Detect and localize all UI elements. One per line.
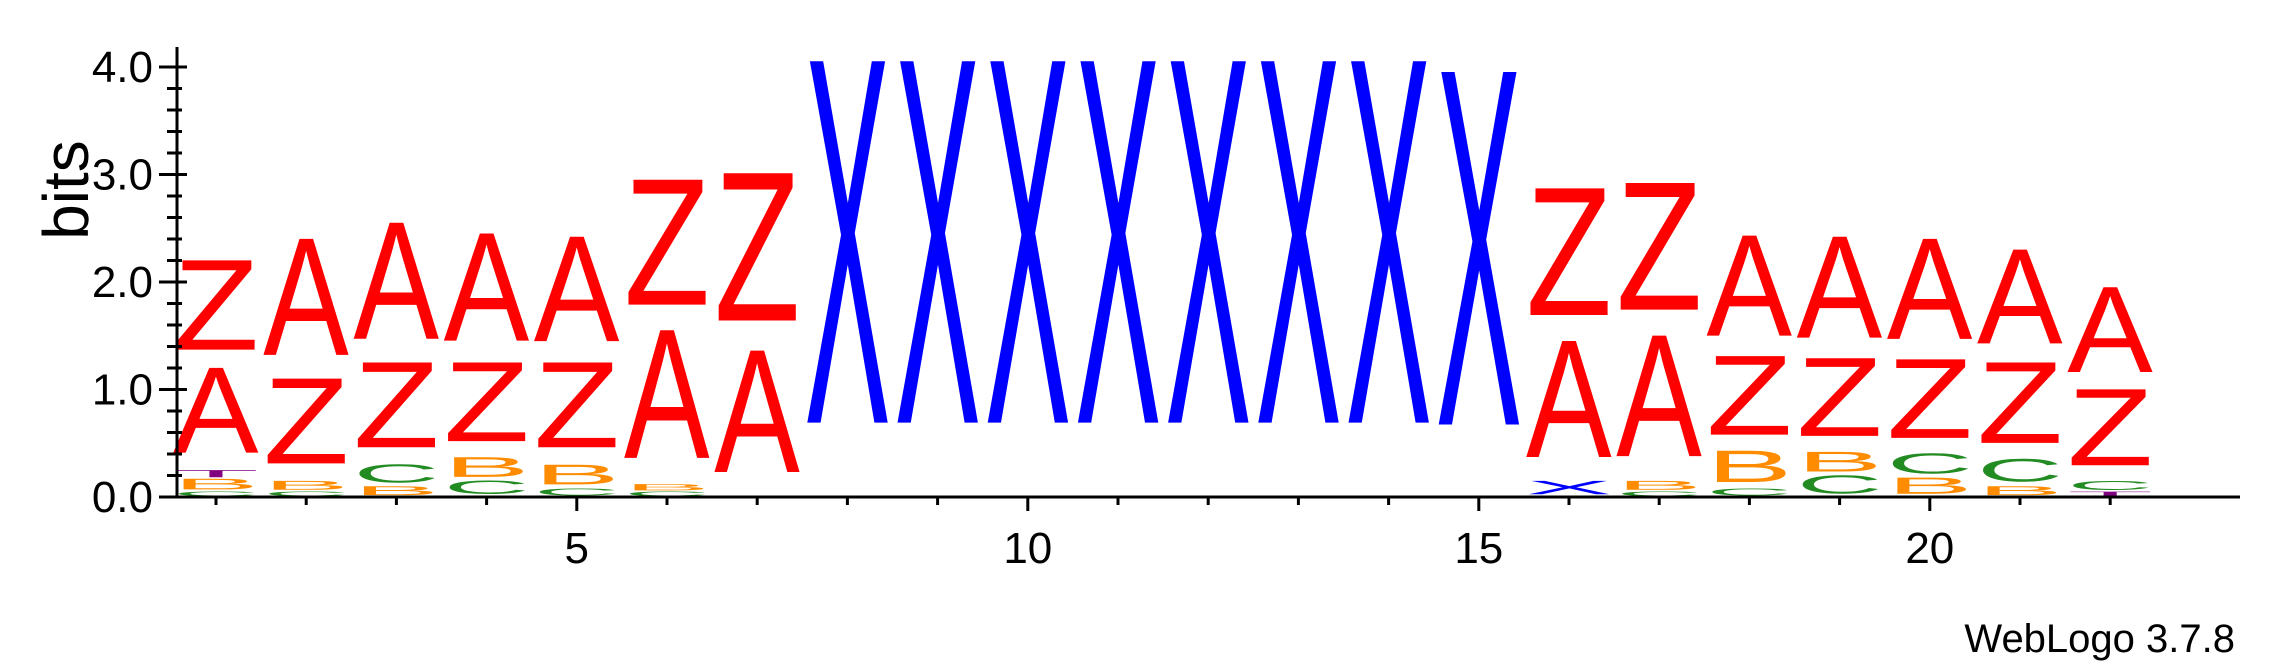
glyph-A-pos-19: A [1797, 206, 1883, 370]
glyph-B-pos-21: B [1977, 484, 2063, 498]
glyph-A-pos-18: A [1706, 205, 1792, 367]
glyph-C-pos-3: C [353, 459, 439, 488]
glyph-Z-pos-19: Z [1797, 335, 1883, 461]
glyph-A-pos-20: A [1887, 208, 1973, 370]
glyph-Z-pos-16: Z [1526, 149, 1612, 355]
glyph-C-pos-5: C [534, 486, 620, 498]
glyph-B-pos-17: B [1616, 478, 1702, 492]
glyph-Z-pos-5: Z [534, 336, 620, 474]
glyph-X-pos-16: X [1526, 477, 1612, 499]
glyph-C-pos-17: C [1616, 490, 1702, 497]
glyph-Z-pos-1: Z [173, 232, 259, 378]
glyph-C-pos-22: C [2067, 478, 2153, 493]
x-tick-label: 5 [565, 524, 589, 573]
glyph-C-pos-18: C [1706, 486, 1792, 498]
glyph-Z-pos-17: Z [1616, 143, 1702, 349]
glyph-A-pos-17: A [1616, 298, 1702, 494]
glyph-A-pos-7: A [714, 312, 800, 510]
glyph-X-pos-12: X [1165, 0, 1251, 535]
glyph-C-pos-2: C [263, 490, 349, 497]
glyph-B-pos-1: B [173, 476, 259, 493]
glyph-Z-pos-18: Z [1706, 332, 1792, 459]
glyph-X-pos-13: X [1255, 0, 1341, 535]
y-tick-label: 1.0 [92, 366, 153, 415]
glyph-A-pos-22: A [2067, 260, 2153, 398]
footer-credit: WebLogo 3.7.8 [1964, 617, 2235, 661]
glyph-C-pos-4: C [444, 477, 530, 499]
glyph-A-pos-3: A [353, 186, 439, 375]
glyph-Z-pos-4: Z [444, 339, 530, 466]
glyph-A-pos-6: A [624, 290, 710, 497]
axis-layer: 0.0 1.0 2.0 3.0 4.0 5 10 15 20 [92, 43, 2240, 573]
glyph-X-pos-8: X [804, 0, 890, 535]
glyph-A-pos-5: A [534, 204, 620, 374]
glyph-A-pos-1: A [173, 341, 259, 479]
glyph-A-pos-2: A [263, 202, 349, 391]
glyph-A-pos-4: A [444, 201, 530, 374]
x-tick-label: 10 [1003, 524, 1052, 573]
glyph-C-pos-6: C [624, 490, 710, 497]
x-tick-label: 15 [1454, 524, 1503, 573]
y-tick-label: 3.0 [92, 151, 153, 200]
glyph-Z-pos-22: Z [2067, 366, 2153, 489]
glyph-Z-pos-6: Z [624, 141, 710, 343]
glyph-B-pos-5: B [534, 458, 620, 490]
glyph-C-pos-21: C [1977, 453, 2063, 489]
glyph-Z-pos-20: Z [1887, 335, 1973, 462]
glyph-Z-pos-21: Z [1977, 338, 2063, 468]
glyph-Z-pos-3: Z [353, 336, 439, 474]
glyph-B-pos-2: B [263, 478, 349, 492]
glyph-X-pos-10: X [985, 0, 1071, 535]
glyph-A-pos-16: A [1526, 304, 1612, 493]
y-tick-label: 2.0 [92, 258, 153, 307]
glyph-Z-pos-7: Z [714, 128, 800, 367]
y-axis-label: bits [30, 140, 102, 240]
glyph-B-pos-20: B [1887, 473, 1973, 499]
y-tick-label: 4.0 [92, 43, 153, 92]
glyph-C-pos-20: C [1887, 448, 1973, 480]
glyph-Z-pos-2: Z [263, 353, 349, 491]
glyph-A-pos-21: A [1977, 221, 2063, 373]
y-tick-label: 0.0 [92, 473, 153, 522]
x-tick-label: 20 [1905, 524, 1954, 573]
glyph-X-pos-11: X [1075, 0, 1161, 535]
glyph-C-pos-19: C [1797, 470, 1883, 499]
glyph-X-pos-9: X [895, 0, 981, 535]
glyph-B-pos-19: B [1797, 445, 1883, 477]
glyph-B-pos-3: B [353, 484, 439, 498]
glyph-T-pos-22: T [2067, 490, 2153, 497]
glyph-T-pos-1: T [173, 468, 259, 480]
glyph-X-pos-14: X [1346, 0, 1432, 535]
glyph-X-pos-15: X [1436, 0, 1522, 534]
glyph-B-pos-6: B [624, 482, 710, 492]
glyph-B-pos-4: B [444, 451, 530, 483]
glyph-C-pos-1: C [173, 490, 259, 497]
glyph-B-pos-18: B [1706, 442, 1792, 492]
